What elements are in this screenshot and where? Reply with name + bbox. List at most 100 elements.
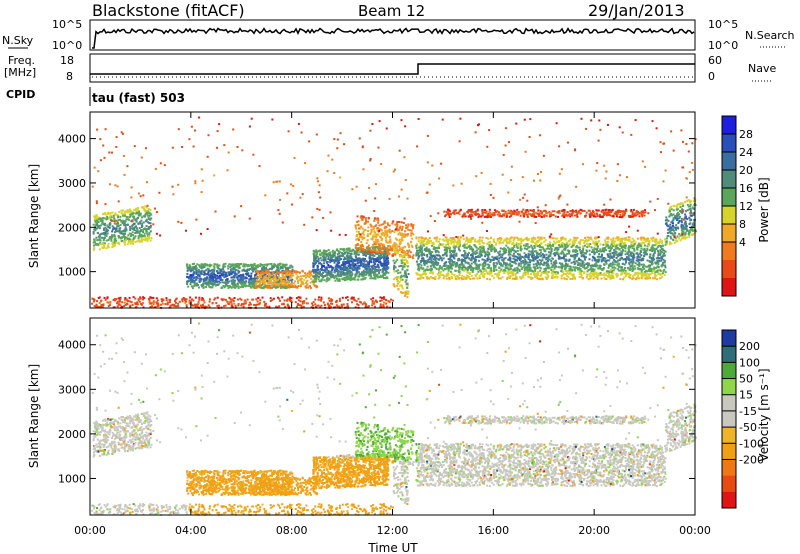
power-cell [446,242,449,245]
power-cell [488,251,491,254]
power-cell [315,277,317,280]
power-cell [328,259,331,262]
power-cell [95,236,98,239]
power-cell [526,239,529,242]
power-cell [409,251,412,254]
power-cell [649,270,652,273]
power-cell [362,253,365,256]
power-cell [244,285,247,288]
power-cell [123,239,126,242]
power-cell [225,271,227,274]
power-cell [586,266,589,268]
power-cell [259,283,262,286]
power-cell [118,243,121,246]
power-cell [405,283,408,286]
power-cell [579,272,582,275]
power-cell [96,224,99,227]
power-cell [308,275,311,278]
power-cell [380,253,382,256]
power-cell [622,242,625,245]
power-cell [115,223,118,225]
power-cell [106,232,109,235]
power-cell [214,283,217,286]
power-cell [118,210,121,213]
power-cell [396,228,399,230]
power-cell [108,224,111,227]
power-cell [146,214,149,217]
power-cell [555,273,558,276]
power-cell [483,261,485,264]
power-cell [461,278,464,281]
power-cell [259,279,262,282]
power-cell [319,257,322,260]
power-cell [338,261,341,264]
power-cell [287,284,290,287]
power-cell [412,224,415,227]
power-cell [458,249,461,252]
power-cell [614,240,617,243]
power-cell [334,279,337,282]
power-cell [260,264,263,266]
power-cell [608,264,611,267]
power-cell [266,271,269,274]
power-cell [403,250,405,253]
power-cell [264,275,267,278]
power-cell [378,272,381,275]
power-cell [453,261,456,263]
power-cell [344,273,347,276]
power-cell [358,275,360,278]
power-cell [372,277,375,280]
power-cell [607,270,610,273]
power-cell [565,278,568,281]
power-cell [188,277,191,280]
power-cell [400,237,403,240]
power-cell [401,258,404,261]
power-cell [406,234,409,237]
power-cell [385,267,388,270]
power-cell [314,284,317,287]
power-cell [447,240,450,242]
power-cell [303,279,306,282]
power-cell [523,265,526,268]
power-cell [198,281,201,283]
power-cell [424,269,427,272]
power-cell [269,267,272,270]
power-cell [467,253,469,256]
power-cell [255,283,258,286]
power-cell [375,224,378,227]
power-cell [392,253,395,256]
power-cell [247,272,250,275]
power-cell [104,226,107,229]
power-cell [355,256,357,259]
power-cell [103,246,106,249]
power-cell [546,267,549,270]
power-cell [371,254,374,257]
power-cell [522,256,525,259]
power-cell [281,280,284,283]
power-cell [239,286,242,289]
power-cell [457,246,460,249]
power-cell [573,258,576,261]
power-cell [554,237,557,240]
power-cell [396,229,399,232]
power-cell [611,252,614,255]
power-cell [595,262,598,265]
power-cell [276,266,279,269]
power-cell [566,272,569,275]
power-cell [551,264,554,267]
power-cell [615,237,617,240]
power-cell [309,285,311,288]
power-cell [640,238,643,241]
power-cell [372,236,375,239]
power-cell [643,255,646,257]
power-cell [339,248,342,251]
power-cell [481,263,484,266]
power-cell [220,272,223,275]
power-cell [560,270,563,273]
power-cell [138,222,141,225]
power-cell [525,248,528,251]
power-cell [315,261,317,264]
power-cell [550,268,553,271]
power-cell [370,228,373,231]
